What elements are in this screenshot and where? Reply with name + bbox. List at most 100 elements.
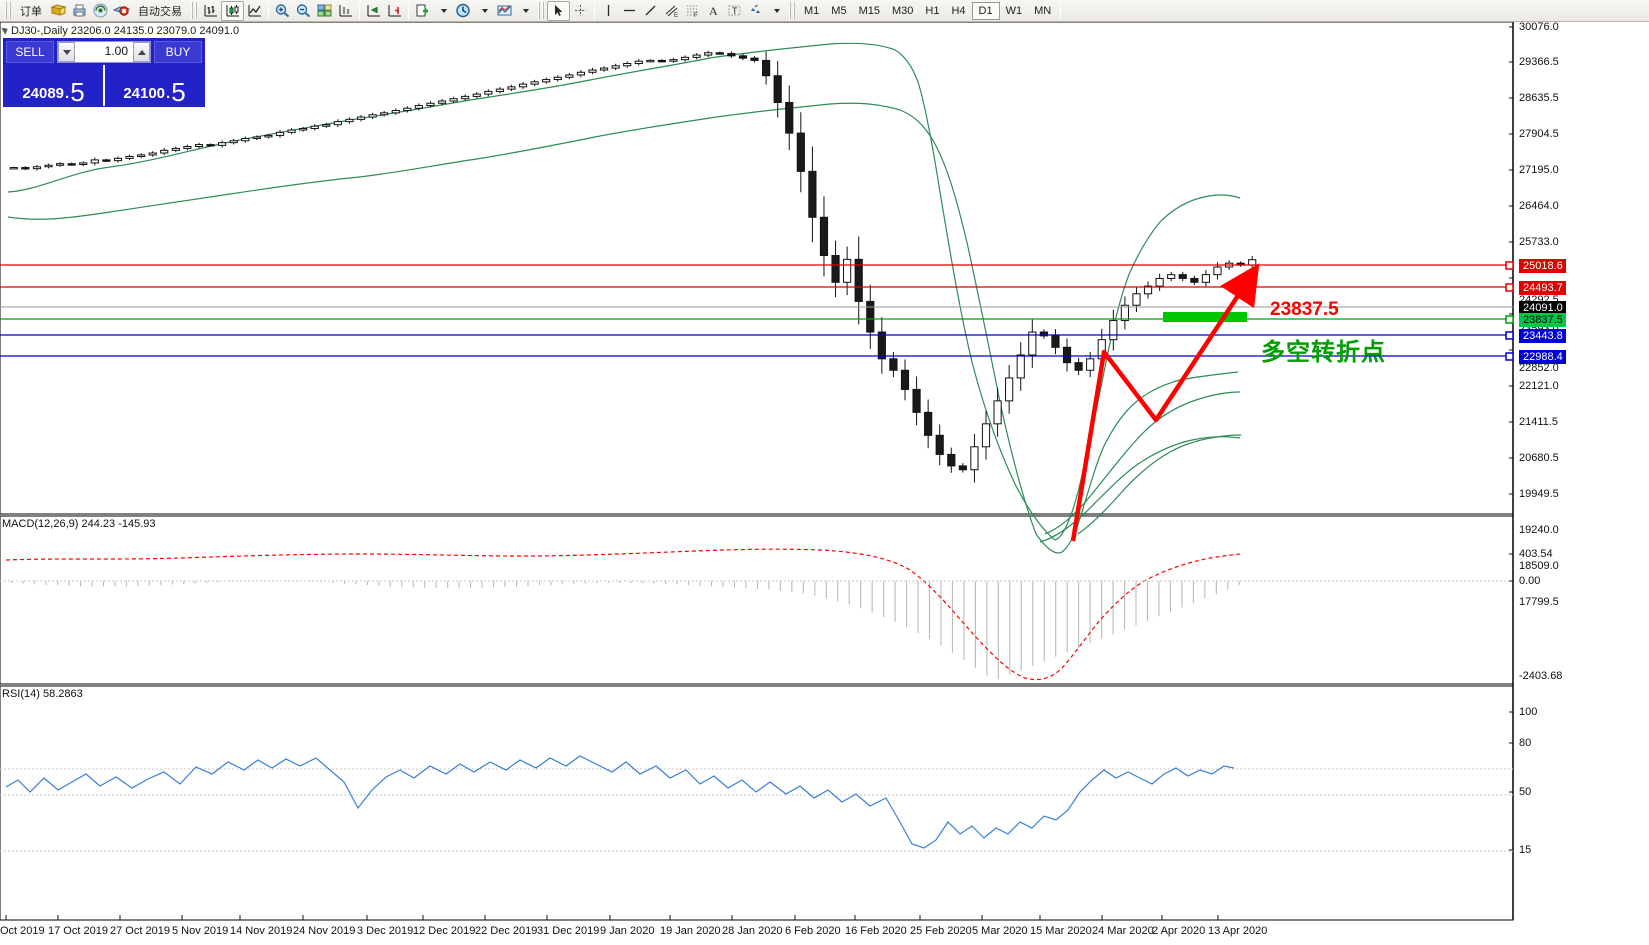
- timeframe-w1[interactable]: W1: [1005, 4, 1023, 17]
- timeframe-m30[interactable]: M30: [891, 4, 914, 17]
- price-tag-22988[interactable]: 22988.4: [1519, 350, 1566, 364]
- price-tick-19949: 19949.5: [1519, 488, 1559, 500]
- date-tick-20: 13 Apr 2020: [1208, 925, 1268, 937]
- trade-panel-header: SELL 1.00 BUY: [4, 39, 204, 65]
- chart-canvas[interactable]: DJ30-,Daily 23206.0 24135.0 23079.0 2409…: [0, 21, 1649, 945]
- sell-price-main: 24089: [22, 85, 65, 102]
- price-tick-28635: 28635.5: [1519, 92, 1559, 104]
- date-tick-14: 16 Feb 2020: [845, 925, 907, 937]
- shift-start-icon[interactable]: [384, 1, 405, 21]
- periods-dropdown-arrow[interactable]: [474, 1, 494, 21]
- crosshair-icon[interactable]: [570, 1, 591, 21]
- shapes-icon[interactable]: [745, 1, 766, 21]
- price-tick-25733: 25733.0: [1519, 236, 1559, 248]
- horizontal-line-icon[interactable]: [619, 1, 640, 21]
- text-icon[interactable]: A: [703, 1, 724, 21]
- price-tick-18509: 18509.0: [1519, 560, 1559, 572]
- volume-stepper[interactable]: 1.00: [57, 41, 151, 63]
- indicators-icon[interactable]: [412, 1, 433, 21]
- timeframe-d1[interactable]: D1: [971, 1, 1000, 20]
- timeframe-m1[interactable]: M1: [804, 4, 820, 17]
- toolbar-grip[interactable]: [5, 2, 11, 19]
- macd-tick-max: 403.54: [1519, 548, 1553, 560]
- price-tick-30076: 30076.0: [1519, 21, 1559, 33]
- autotrade-button[interactable]: 自动交易: [138, 5, 182, 18]
- date-tick-3: 5 Nov 2019: [172, 925, 229, 937]
- zoom-in-icon[interactable]: [272, 1, 293, 21]
- price-tag-23837[interactable]: 23837.5: [1519, 313, 1566, 327]
- price-tick-22121: 22121.0: [1519, 380, 1559, 392]
- volume-decrease-button[interactable]: [58, 42, 75, 62]
- date-tick-13: 6 Feb 2020: [785, 925, 841, 937]
- macd-indicator-label: MACD(12,26,9) 244.23 -145.93: [2, 518, 156, 530]
- label-icon[interactable]: T: [724, 1, 745, 21]
- price-tick-27195: 27195.0: [1519, 164, 1559, 176]
- templates-dropdown-arrow[interactable]: [515, 1, 535, 21]
- price-tick-17799: 17799.5: [1519, 596, 1559, 608]
- price-tick-26464: 26464.0: [1519, 200, 1559, 212]
- line-chart-icon[interactable]: [244, 1, 265, 21]
- trendline-icon[interactable]: [640, 1, 661, 21]
- volume-increase-button[interactable]: [133, 42, 150, 62]
- date-tick-5: 24 Nov 2019: [293, 925, 356, 937]
- sell-price[interactable]: 24089 . 5: [4, 65, 103, 106]
- timeframe-m15[interactable]: M15: [858, 4, 880, 17]
- bar-chart-icon[interactable]: [200, 1, 221, 21]
- orders-label-button[interactable]: 订单: [20, 5, 42, 18]
- price-tag-24493[interactable]: 24493.7: [1519, 281, 1566, 295]
- tile-windows-icon[interactable]: [314, 1, 335, 21]
- rsi-tick-80: 80: [1519, 737, 1532, 749]
- timeframe-mn[interactable]: MN: [1034, 4, 1052, 17]
- date-tick-17: 15 Mar 2020: [1030, 925, 1092, 937]
- candlestick-chart-icon[interactable]: [221, 0, 244, 21]
- timeframe-h1[interactable]: H1: [925, 4, 940, 17]
- sell-button[interactable]: SELL: [6, 41, 54, 63]
- date-tick-9: 31 Dec 2019: [537, 925, 600, 937]
- date-tick-19: 2 Apr 2020: [1152, 925, 1206, 937]
- svg-text:T: T: [732, 6, 738, 16]
- timeframe-h4[interactable]: H4: [951, 4, 966, 17]
- buy-button[interactable]: BUY: [154, 41, 202, 63]
- data-window-icon[interactable]: [335, 1, 356, 21]
- timeframe-m5[interactable]: M5: [831, 4, 847, 17]
- date-tick-12: 28 Jan 2020: [722, 925, 783, 937]
- buy-price[interactable]: 24100 . 5: [103, 65, 204, 106]
- expert-advisor-icon[interactable]: [111, 1, 132, 21]
- date-tick-8: 22 Dec 2019: [475, 925, 538, 937]
- date-tick-10: 9 Jan 2020: [600, 925, 655, 937]
- zoom-out-icon[interactable]: [293, 1, 314, 21]
- toolbar-grip-2[interactable]: [191, 2, 197, 19]
- buy-price-dot: .: [166, 85, 171, 102]
- shapes-dropdown-arrow[interactable]: [766, 1, 786, 21]
- symbol-ohlc-text: DJ30-,Daily 23206.0 24135.0 23079.0 2409…: [11, 25, 240, 37]
- rsi-tick-50: 50: [1519, 786, 1532, 798]
- price-tag-25018[interactable]: 25018.6: [1519, 259, 1566, 273]
- sell-price-last: 5: [70, 76, 85, 107]
- one-click-trading-panel[interactable]: SELL 1.00 BUY 24089 . 5 24100 . 5: [3, 38, 205, 107]
- folder-icon[interactable]: [48, 1, 69, 21]
- fibonacci-icon[interactable]: F: [682, 1, 703, 21]
- price-tick-22852: 22852.0: [1519, 362, 1559, 374]
- signal-icon[interactable]: [90, 1, 111, 21]
- cursor-icon[interactable]: [547, 0, 570, 21]
- date-tick-16: 5 Mar 2020: [972, 925, 1028, 937]
- volume-input[interactable]: 1.00: [75, 42, 133, 62]
- date-tick-15: 25 Feb 2020: [910, 925, 972, 937]
- equidistant-channel-icon[interactable]: E: [661, 1, 682, 21]
- date-tick-7: 12 Dec 2019: [413, 925, 476, 937]
- trade-panel-prices: 24089 . 5 24100 . 5: [4, 65, 204, 106]
- printer-icon[interactable]: [69, 1, 90, 21]
- vertical-line-icon[interactable]: [598, 1, 619, 21]
- toolbar-grip-4[interactable]: [789, 2, 795, 19]
- chart-symbol-header: DJ30-,Daily 23206.0 24135.0 23079.0 2409…: [1, 25, 240, 37]
- date-tick-0: Oct 2019: [0, 925, 45, 937]
- indicators-dropdown-arrow[interactable]: [433, 1, 453, 21]
- shift-end-icon[interactable]: [363, 1, 384, 21]
- toolbar-separator-2: [359, 1, 360, 20]
- price-tag-23443[interactable]: 23443.8: [1519, 329, 1566, 343]
- periods-icon[interactable]: [453, 1, 474, 21]
- toolbar-grip-3[interactable]: [538, 2, 544, 19]
- rsi-tick-15: 15: [1519, 844, 1532, 856]
- price-tick-19240: 19240.0: [1519, 524, 1559, 536]
- templates-icon[interactable]: [494, 1, 515, 21]
